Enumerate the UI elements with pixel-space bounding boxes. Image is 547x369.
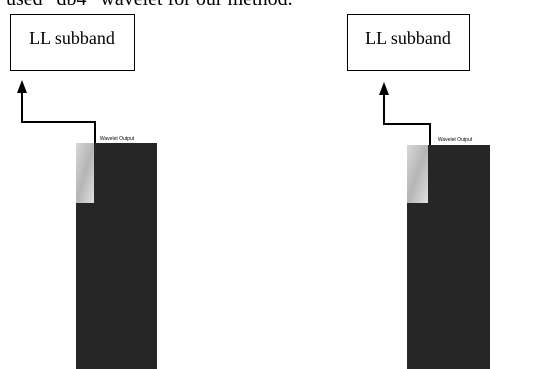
figure-right: LL subband Wavelet Output <box>348 15 491 369</box>
ll-patch <box>407 145 428 203</box>
page: used “db4” wavelet for our method. LL su… <box>0 0 547 369</box>
label-text: LL subband <box>29 28 115 48</box>
ll-patch <box>76 143 94 203</box>
arrow-line <box>22 92 95 150</box>
figure-left: LL subband Wavelet Output <box>11 15 158 369</box>
caption-fragment: used “db4” wavelet for our method. <box>6 0 293 10</box>
image-title: Wavelet Output <box>100 136 135 142</box>
arrow-head <box>17 80 27 93</box>
arrow-line <box>384 94 430 152</box>
image-title: Wavelet Output <box>438 137 473 143</box>
arrow-head <box>379 82 389 95</box>
label-text: LL subband <box>365 28 451 48</box>
